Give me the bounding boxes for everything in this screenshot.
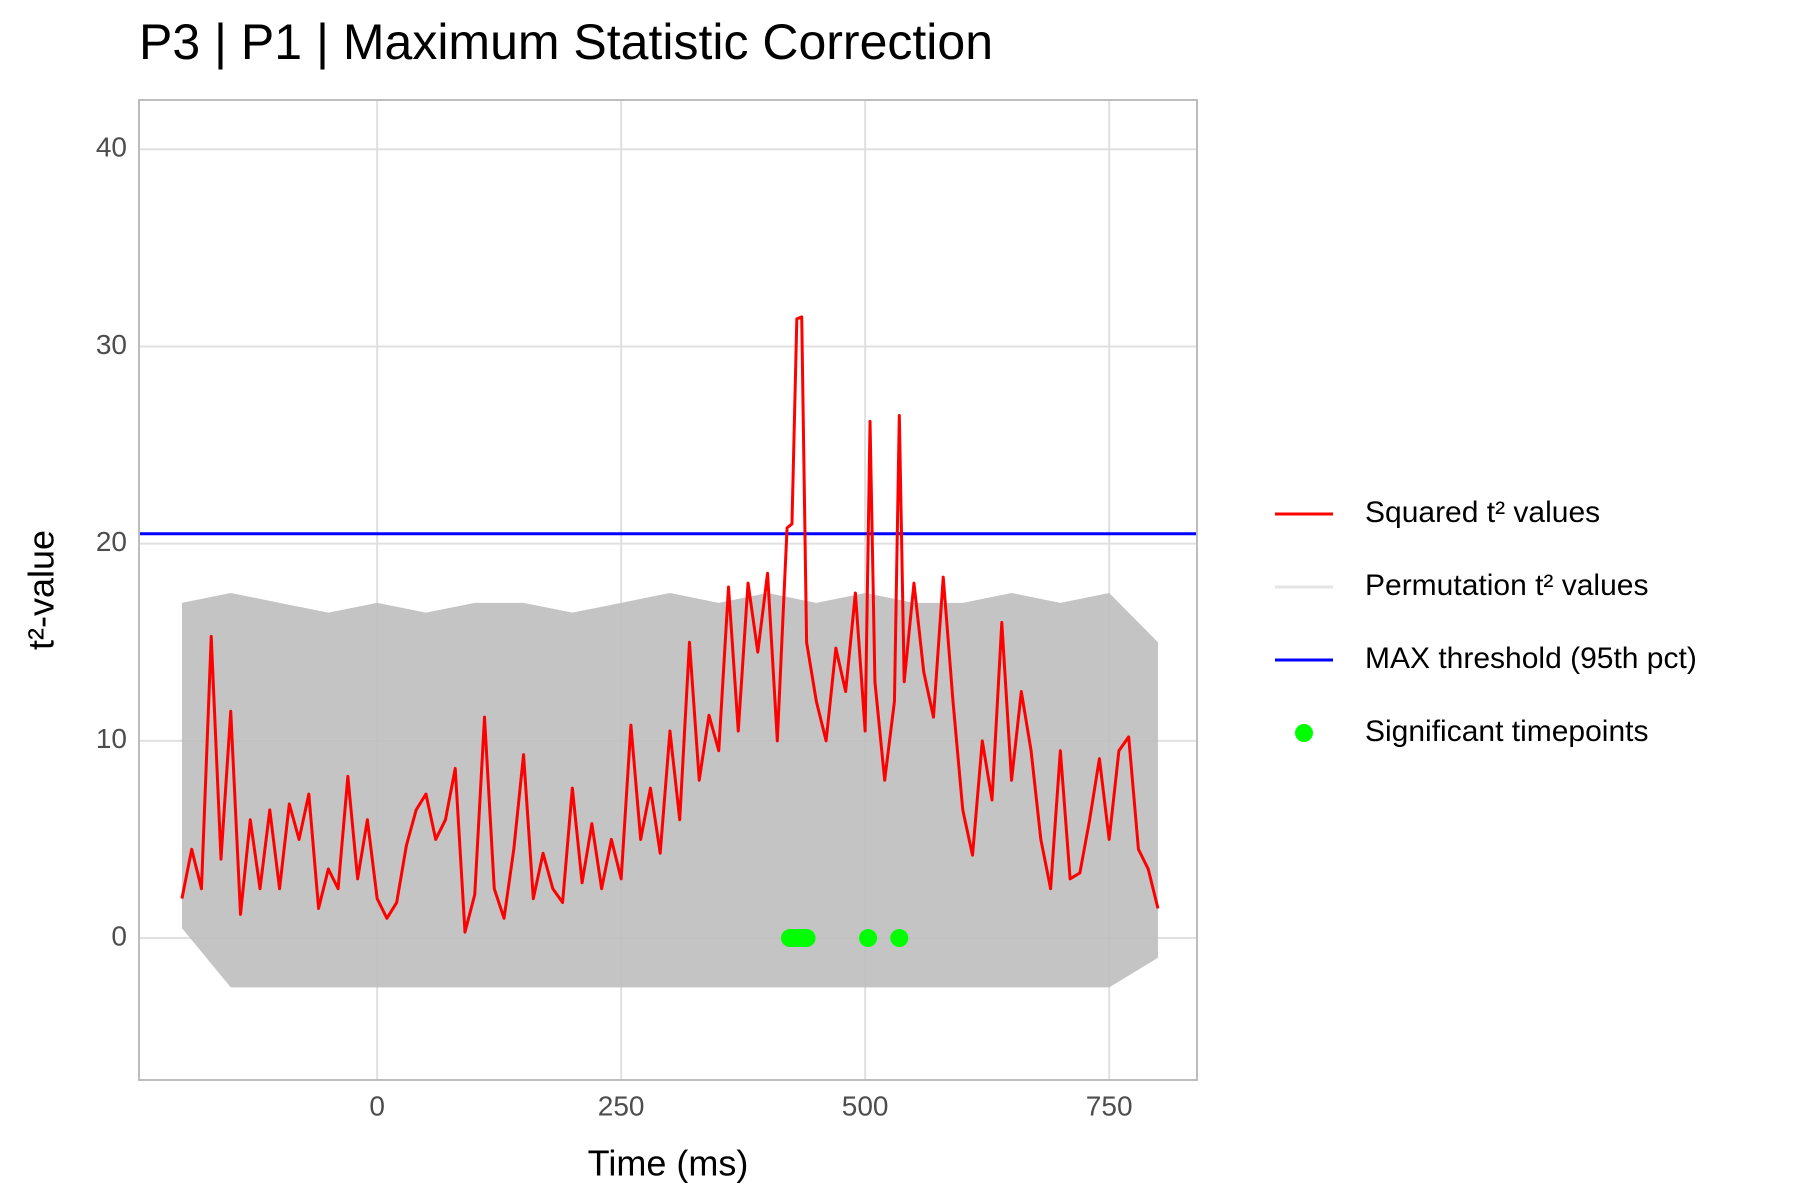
y-tick-label: 0 [111, 920, 127, 951]
data-line [180, 315, 1160, 934]
x-tick-label: 500 [842, 1090, 889, 1121]
significant-point [859, 929, 878, 948]
legend-label: MAX threshold (95th pct) [1365, 642, 1697, 675]
significant-point [890, 929, 909, 948]
legend-key [1295, 724, 1313, 742]
y-tick-label: 20 [96, 526, 127, 557]
x-tick-label: 0 [369, 1090, 385, 1121]
y-tick-label: 10 [96, 723, 127, 754]
permutation-band [181, 592, 1158, 988]
panel-border [138, 99, 1198, 1081]
legend-label: Squared t² values [1365, 496, 1600, 529]
x-tick-label: 750 [1086, 1090, 1133, 1121]
significant-point [797, 929, 816, 948]
legend-label: Permutation t² values [1365, 569, 1648, 602]
x-tick-label: 250 [598, 1090, 645, 1121]
y-tick-label: 40 [96, 132, 127, 163]
y-tick-label: 30 [96, 329, 127, 360]
y-axis-title: t²-value [21, 530, 62, 650]
chart-title: P3 | P1 | Maximum Statistic Correction [139, 14, 993, 70]
x-axis-title: Time (ms) [588, 1143, 749, 1184]
legend-label: Significant timepoints [1365, 715, 1648, 748]
